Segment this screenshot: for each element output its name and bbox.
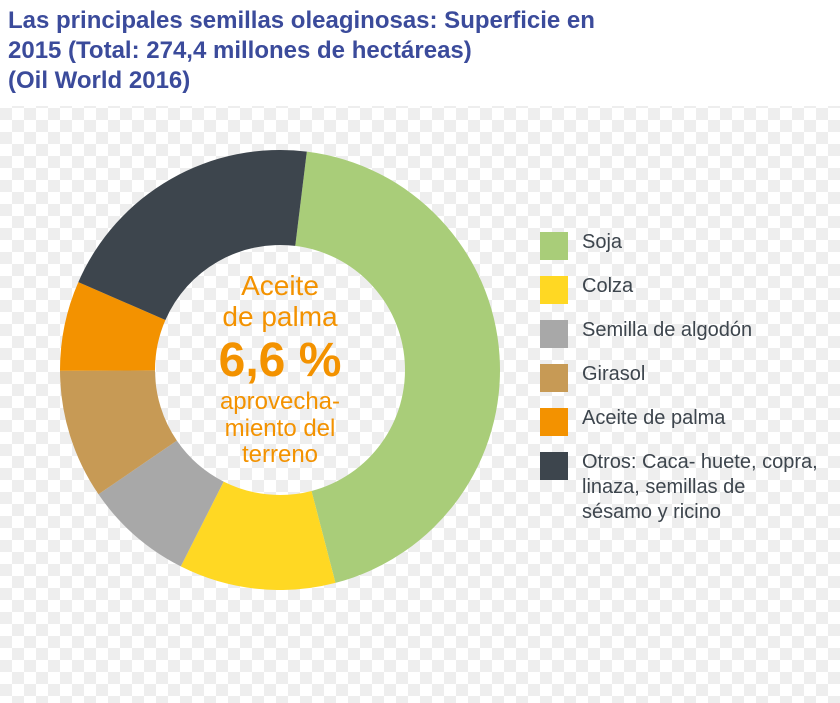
legend-item: Colza [540, 274, 820, 304]
legend-label: Colza [582, 274, 633, 299]
legend-label: Girasol [582, 362, 645, 387]
center-l5: terreno [155, 442, 405, 468]
legend-item: Soja [540, 230, 820, 260]
center-l2: de palma [155, 302, 405, 333]
title-line3: (Oil World 2016) [8, 67, 190, 94]
center-l3: aprovecha- [155, 390, 405, 416]
legend-swatch [540, 320, 568, 348]
legend-item: Otros: Caca- huete, copra, linaza, semil… [540, 450, 820, 525]
legend-item: Semilla de algodón [540, 318, 820, 348]
legend-item: Aceite de palma [540, 406, 820, 436]
chart-title: Las principales semillas oleaginosas: Su… [8, 6, 832, 96]
legend-swatch [540, 364, 568, 392]
legend-swatch [540, 276, 568, 304]
donut-chart: Aceite de palma 6,6 % aprovecha- miento … [60, 150, 500, 590]
legend-swatch [540, 232, 568, 260]
center-l4: miento del [155, 416, 405, 442]
legend-swatch [540, 452, 568, 480]
legend-item: Girasol [540, 362, 820, 392]
donut-center-label: Aceite de palma 6,6 % aprovecha- miento … [155, 271, 405, 469]
legend-label: Aceite de palma [582, 406, 725, 431]
center-l1: Aceite [155, 271, 405, 302]
legend-label: Otros: Caca- huete, copra, linaza, semil… [582, 450, 820, 525]
center-big: 6,6 % [155, 335, 405, 388]
title-line1: Las principales semillas oleaginosas: Su… [8, 7, 595, 34]
legend-label: Semilla de algodón [582, 318, 752, 343]
legend: Soja Colza Semilla de algodón Girasol Aceite… [540, 230, 820, 539]
title-line2: 2015 (Total: 274,4 millones de hectáreas… [8, 37, 472, 64]
chart-title-block: Las principales semillas oleaginosas: Su… [0, 0, 840, 106]
legend-label: Soja [582, 230, 622, 255]
legend-swatch [540, 408, 568, 436]
